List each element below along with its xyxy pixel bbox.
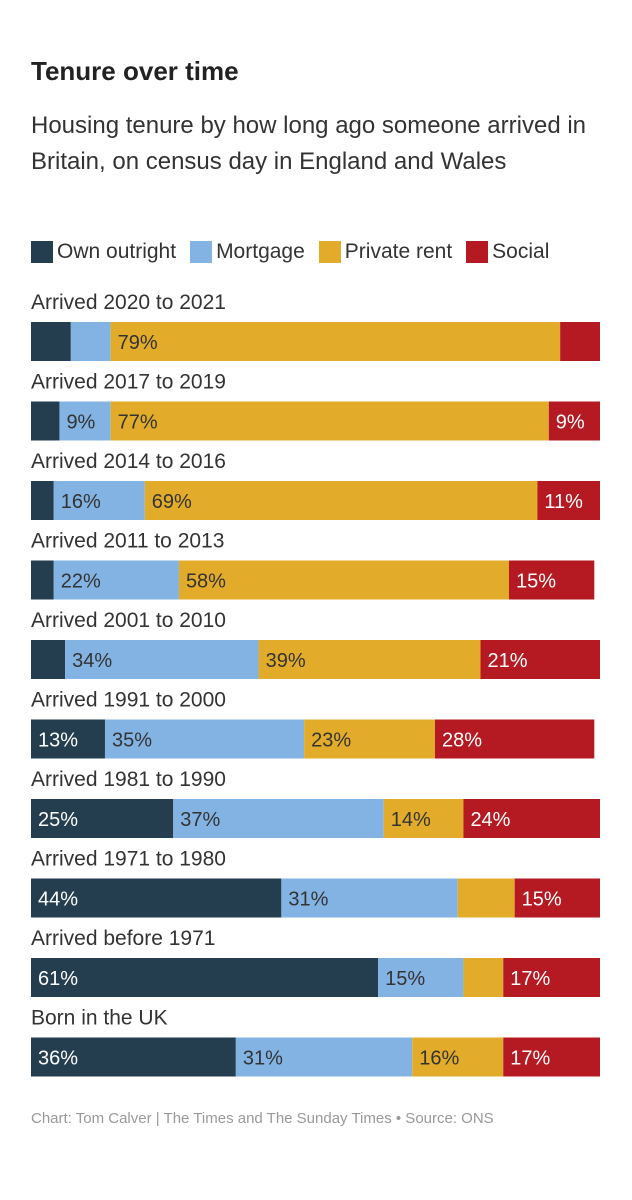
bar-segment: [53, 560, 179, 600]
category-label: Arrived before 1971: [31, 927, 215, 950]
data-label: 34%: [72, 650, 112, 672]
legend-item-mortgage: Mortgage: [190, 240, 305, 264]
bar-segment: [31, 401, 60, 441]
bar-segment: [304, 719, 435, 759]
data-label: 17%: [510, 968, 550, 990]
data-label: 22%: [61, 571, 101, 593]
legend-item-private-rent: Private rent: [318, 240, 453, 264]
legend: Own outright Mortgage Private rent Socia…: [31, 240, 563, 264]
data-label: 28%: [442, 730, 482, 752]
bar-segment: [463, 799, 600, 838]
legend-label-private-rent: Private rent: [344, 240, 453, 263]
data-label: 39%: [266, 650, 306, 672]
data-label: 16%: [61, 491, 101, 513]
data-label: 24%: [470, 809, 510, 831]
legend-label-mortgage: Mortgage: [216, 240, 305, 263]
bar-segment: [104, 719, 305, 759]
bar-segment: [383, 799, 464, 838]
category-label: Arrived 2020 to 2021: [31, 291, 226, 314]
bar-segment: [31, 719, 105, 759]
category-label: Arrived 1971 to 1980: [31, 848, 226, 871]
data-label: 31%: [288, 889, 328, 911]
chart-footer: Chart: Tom Calver | The Times and The Su…: [31, 1110, 494, 1127]
legend-swatch-social: [466, 241, 489, 263]
data-label: 14%: [391, 809, 431, 831]
data-label: 58%: [186, 571, 226, 593]
bar-segment: [70, 322, 111, 361]
legend-item-own-outright: Own outright: [31, 240, 176, 264]
bar-segment: [59, 401, 111, 441]
category-label: Arrived 2014 to 2016: [31, 450, 226, 473]
data-label: 9%: [556, 412, 585, 434]
data-label: 17%: [510, 1048, 550, 1070]
chart-title: Tenure over time: [31, 56, 239, 86]
bar-segment: [258, 640, 481, 679]
data-label: 69%: [152, 491, 192, 513]
data-label: 31%: [243, 1048, 283, 1070]
bar-segment: [31, 878, 282, 918]
bar-segment: [514, 878, 600, 918]
category-label: Arrived 2017 to 2019: [31, 371, 226, 394]
data-label: 25%: [38, 809, 78, 831]
bar-segment: [31, 1037, 236, 1077]
bar-segment: [31, 958, 379, 997]
data-label: 9%: [66, 412, 95, 434]
bar-segment: [434, 719, 595, 759]
data-label: 61%: [38, 968, 78, 990]
data-label: 35%: [112, 730, 152, 752]
bar-segment: [503, 1037, 600, 1077]
bar-segment: [560, 322, 600, 361]
legend-label-own-outright: Own outright: [57, 240, 177, 263]
bar-segment: [412, 1037, 504, 1077]
bar-segment: [463, 958, 504, 997]
legend-swatch-private-rent: [318, 241, 341, 263]
data-label: 36%: [38, 1048, 78, 1070]
data-label: 15%: [522, 889, 562, 911]
data-label: 15%: [385, 968, 425, 990]
data-label: 77%: [118, 412, 158, 434]
data-label: 79%: [118, 332, 158, 354]
data-label: 16%: [419, 1048, 459, 1070]
data-label: 11%: [544, 491, 583, 513]
bar-segment: [173, 799, 384, 838]
legend-item-social: Social: [466, 240, 549, 264]
bar-segment: [503, 958, 600, 997]
bar-segment: [537, 481, 600, 520]
bar-segment: [457, 878, 515, 918]
bar-segment: [31, 560, 54, 600]
legend-swatch-own-outright: [31, 241, 53, 263]
data-label: 44%: [38, 889, 78, 911]
chart-subtitle: Housing tenure by how long ago someone a…: [31, 112, 587, 175]
data-label: 13%: [38, 730, 78, 752]
bar-segment: [480, 640, 600, 679]
bar-segment: [548, 401, 600, 441]
bar-segment: [31, 799, 174, 838]
category-label: Arrived 2011 to 2013: [31, 530, 224, 553]
bar-segment: [31, 640, 66, 679]
legend-label-social: Social: [492, 240, 550, 263]
category-label: Arrived 2001 to 2010: [31, 609, 226, 632]
bar-segment: [178, 560, 509, 600]
legend-swatch-mortgage: [190, 241, 213, 263]
data-label: 15%: [516, 571, 556, 593]
category-label: Born in the UK: [31, 1007, 168, 1030]
bar-segment: [378, 958, 464, 997]
bar-segment: [31, 481, 54, 520]
bar-segment: [144, 481, 538, 520]
data-label: 23%: [311, 730, 351, 752]
bar-segment: [65, 640, 259, 679]
category-label: Arrived 1991 to 2000: [31, 689, 226, 712]
bar-segment: [235, 1037, 413, 1077]
data-label: 37%: [180, 809, 220, 831]
bar-segment: [110, 322, 561, 361]
bar-segment: [508, 560, 595, 600]
bar-segment: [281, 878, 458, 918]
bar-segment: [31, 322, 71, 361]
category-label: Arrived 1981 to 1990: [31, 768, 226, 791]
data-label: 21%: [488, 650, 528, 672]
bar-segment: [53, 481, 145, 520]
bar-segment: [110, 401, 549, 441]
